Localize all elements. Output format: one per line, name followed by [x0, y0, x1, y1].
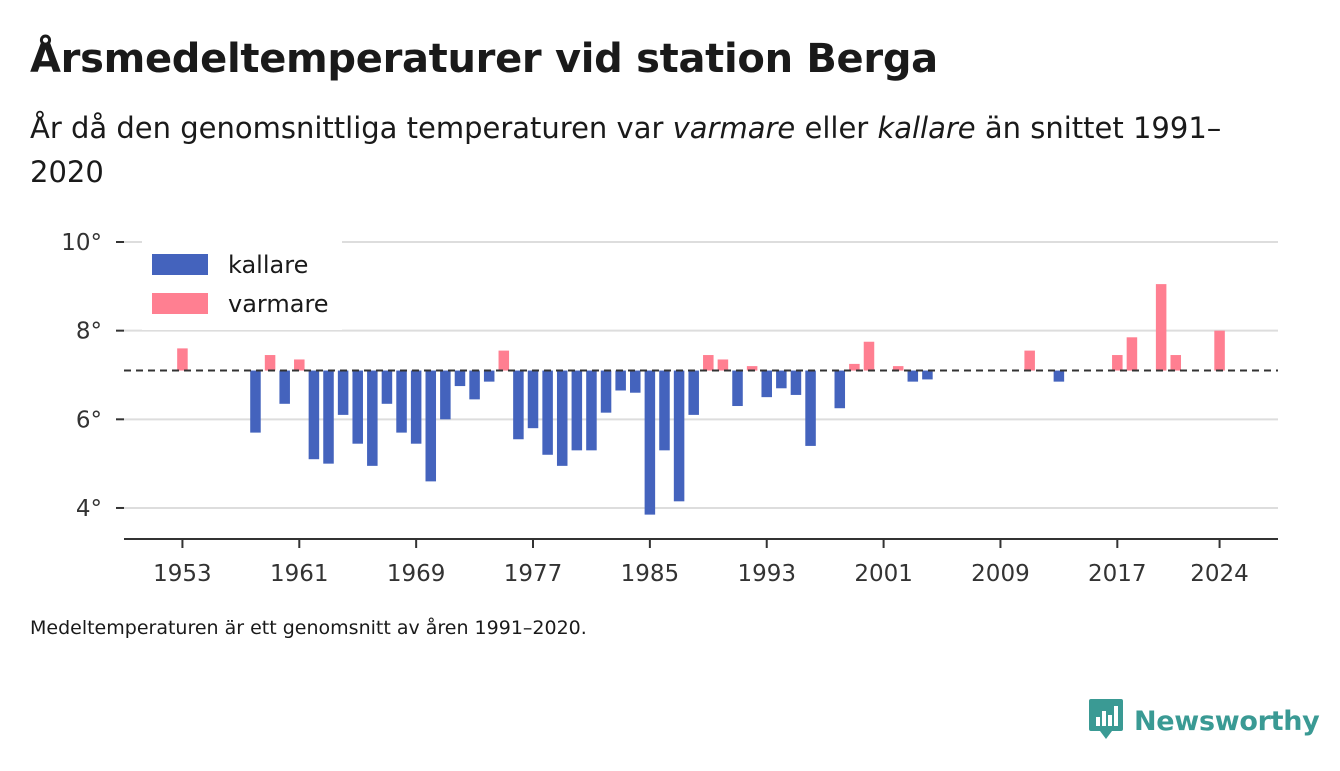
bar-kallare-1994 — [776, 370, 787, 389]
chart-subtitle: År då den genomsnittliga temperaturen va… — [30, 106, 1270, 194]
footnote: Medeltemperaturen är ett genomsnitt av å… — [30, 617, 587, 639]
bar-varmare-2017 — [1112, 355, 1123, 371]
bar-kallare-1960 — [279, 370, 290, 404]
bar-kallare-1968 — [396, 370, 407, 433]
bar-varmare-2018 — [1126, 337, 1138, 371]
bar-varmare-2011 — [1024, 350, 1035, 371]
bar-kallare-1996 — [805, 370, 816, 446]
bars — [177, 284, 1225, 515]
bar-kallare-1962 — [308, 370, 320, 460]
bar-kallare-1991 — [732, 370, 743, 407]
bar-kallare-1969 — [410, 370, 422, 444]
bar-varmare-1961 — [294, 359, 305, 371]
subtitle-part: År då den genomsnittliga temperaturen va… — [30, 111, 673, 145]
bar-kallare-1995 — [790, 370, 802, 395]
bar-varmare-1959 — [264, 355, 276, 371]
bar-kallare-1963 — [323, 370, 334, 464]
bar-kallare-1970 — [425, 370, 437, 482]
bar-kallare-1980 — [571, 370, 583, 451]
chart-title: Årsmedeltemperaturer vid station Berga — [30, 36, 938, 82]
brand[interactable]: Newsworthy — [1088, 697, 1320, 745]
bar-kallare-2004 — [922, 370, 933, 380]
bar-kallare-2003 — [907, 370, 919, 382]
bar-kallare-1977 — [527, 370, 539, 429]
legend-swatch-varmare — [152, 293, 208, 314]
bar-kallare-1984 — [630, 370, 641, 393]
brand-name: Newsworthy — [1134, 705, 1320, 737]
newsworthy-logo-icon — [1088, 697, 1124, 745]
subtitle-part: eller — [795, 111, 878, 145]
bar-kallare-1965 — [352, 370, 363, 444]
subtitle-part: än snittet 1991–2020 — [30, 111, 1222, 189]
x-tick-label: 2001 — [854, 561, 913, 587]
subtitle-cold-word: kallare — [877, 111, 976, 145]
bar-varmare-2024 — [1214, 330, 1225, 371]
y-tick-label: 8° — [76, 319, 102, 345]
legend-label-kallare: kallare — [228, 251, 308, 279]
bar-kallare-1974 — [483, 370, 495, 382]
bar-kallare-1986 — [659, 370, 670, 451]
y-tick-label: 10° — [61, 230, 102, 256]
bar-kallare-1964 — [337, 370, 349, 415]
y-tick-label: 4° — [76, 496, 102, 522]
bar-varmare-2021 — [1170, 355, 1182, 371]
bar-varmare-1990 — [717, 359, 729, 371]
bar-kallare-2013 — [1053, 370, 1065, 382]
bar-kallare-1976 — [513, 370, 524, 440]
temperature-bar-chart: 4° 6° 8° 10° 1953 1961 1969 1977 1985 1993 2001 20… — [61, 230, 1278, 587]
bar-kallare-1993 — [761, 370, 772, 398]
bar-kallare-1979 — [556, 370, 568, 466]
bar-kallare-1973 — [469, 370, 480, 400]
bar-varmare-2020 — [1155, 284, 1167, 371]
bar-varmare-2000 — [863, 341, 875, 371]
y-axis-ticks: 4° 6° 8° 10° — [61, 230, 124, 522]
bar-varmare-1999 — [849, 363, 860, 371]
y-tick-label: 6° — [76, 407, 102, 433]
x-tick-label: 1993 — [737, 561, 796, 587]
bar-kallare-1982 — [600, 370, 612, 413]
bar-varmare-1989 — [703, 355, 714, 371]
bar-varmare-2002 — [892, 366, 904, 371]
bar-varmare-1953 — [177, 348, 188, 371]
legend-swatch-kallare — [152, 254, 208, 275]
subtitle-warm-word: varmare — [672, 111, 796, 145]
bar-kallare-1978 — [542, 370, 553, 455]
legend-label-varmare: varmare — [228, 290, 329, 318]
legend: kallare varmare — [142, 240, 342, 330]
bar-kallare-1998 — [834, 370, 846, 409]
bar-kallare-1958 — [250, 370, 261, 433]
x-tick-label: 1977 — [504, 561, 563, 587]
x-tick-label: 1985 — [621, 561, 680, 587]
bar-kallare-1985 — [644, 370, 656, 515]
x-tick-label: 1953 — [153, 561, 212, 587]
bar-kallare-1987 — [673, 370, 685, 502]
x-tick-label: 2017 — [1088, 561, 1147, 587]
bar-kallare-1966 — [367, 370, 378, 466]
x-tick-label: 1969 — [387, 561, 446, 587]
bar-kallare-1988 — [688, 370, 699, 415]
x-axis-ticks: 1953 1961 1969 1977 1985 1993 2001 2009 2017 2024 — [153, 539, 1249, 587]
bar-kallare-1983 — [615, 370, 626, 391]
x-tick-label: 1961 — [270, 561, 329, 587]
bar-kallare-1972 — [454, 370, 466, 387]
bar-kallare-1971 — [440, 370, 451, 420]
x-tick-label: 2009 — [971, 561, 1030, 587]
x-tick-label: 2024 — [1190, 561, 1249, 587]
bar-varmare-1975 — [498, 350, 510, 371]
bar-varmare-1992 — [746, 366, 758, 371]
bar-kallare-1981 — [586, 370, 597, 451]
bar-kallare-1967 — [381, 370, 393, 404]
